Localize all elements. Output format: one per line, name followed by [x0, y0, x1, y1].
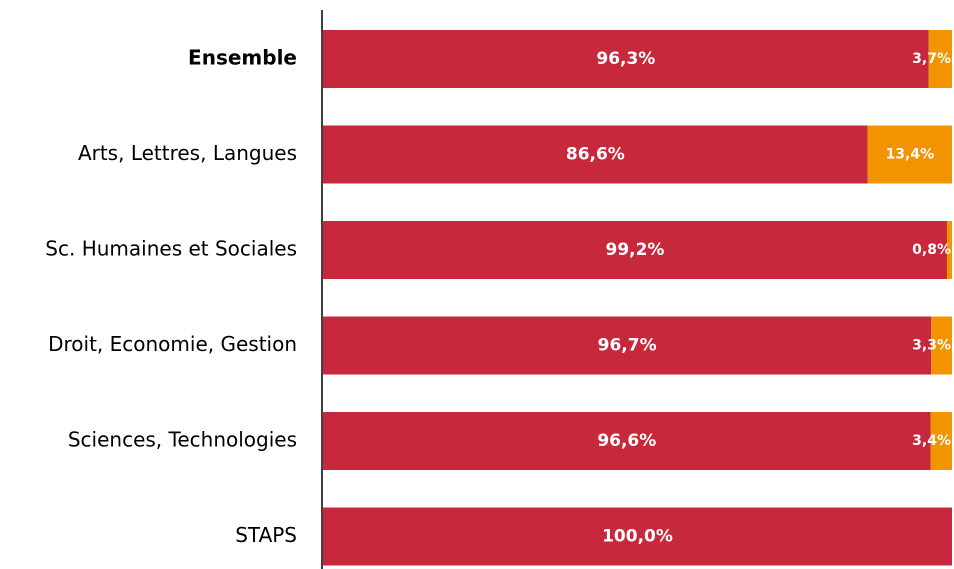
category-label: Sciences, Technologies — [68, 428, 297, 452]
bar-segment — [323, 507, 952, 566]
value-label: 100,0% — [602, 527, 673, 547]
value-label: 3,3% — [912, 338, 951, 354]
bar-segment — [323, 30, 929, 88]
bar-segment — [930, 412, 952, 470]
bar-segment — [323, 412, 931, 470]
bar-segment — [323, 125, 868, 184]
bar-segment — [928, 30, 952, 88]
category-label: Arts, Lettres, Langues — [78, 141, 297, 165]
category-label: Sc. Humaines et Sociales — [45, 237, 297, 261]
bar-segment — [323, 316, 932, 375]
bar-segment — [867, 125, 952, 184]
value-label: 0,8% — [912, 242, 951, 258]
category-label: Ensemble — [188, 46, 297, 70]
value-label: 96,3% — [596, 49, 655, 69]
value-label: 86,6% — [566, 145, 625, 165]
value-label: 3,4% — [912, 433, 951, 449]
bar-segment — [323, 221, 947, 279]
value-label: 99,2% — [605, 240, 664, 260]
category-label: Droit, Economie, Gestion — [48, 332, 297, 356]
value-label: 96,6% — [597, 431, 656, 451]
value-label: 13,4% — [886, 147, 935, 163]
bar-segment — [946, 221, 952, 279]
value-label: 3,7% — [912, 51, 951, 67]
bar-segment — [931, 316, 952, 375]
category-label: STAPS — [235, 523, 297, 547]
value-label: 96,7% — [598, 336, 657, 356]
